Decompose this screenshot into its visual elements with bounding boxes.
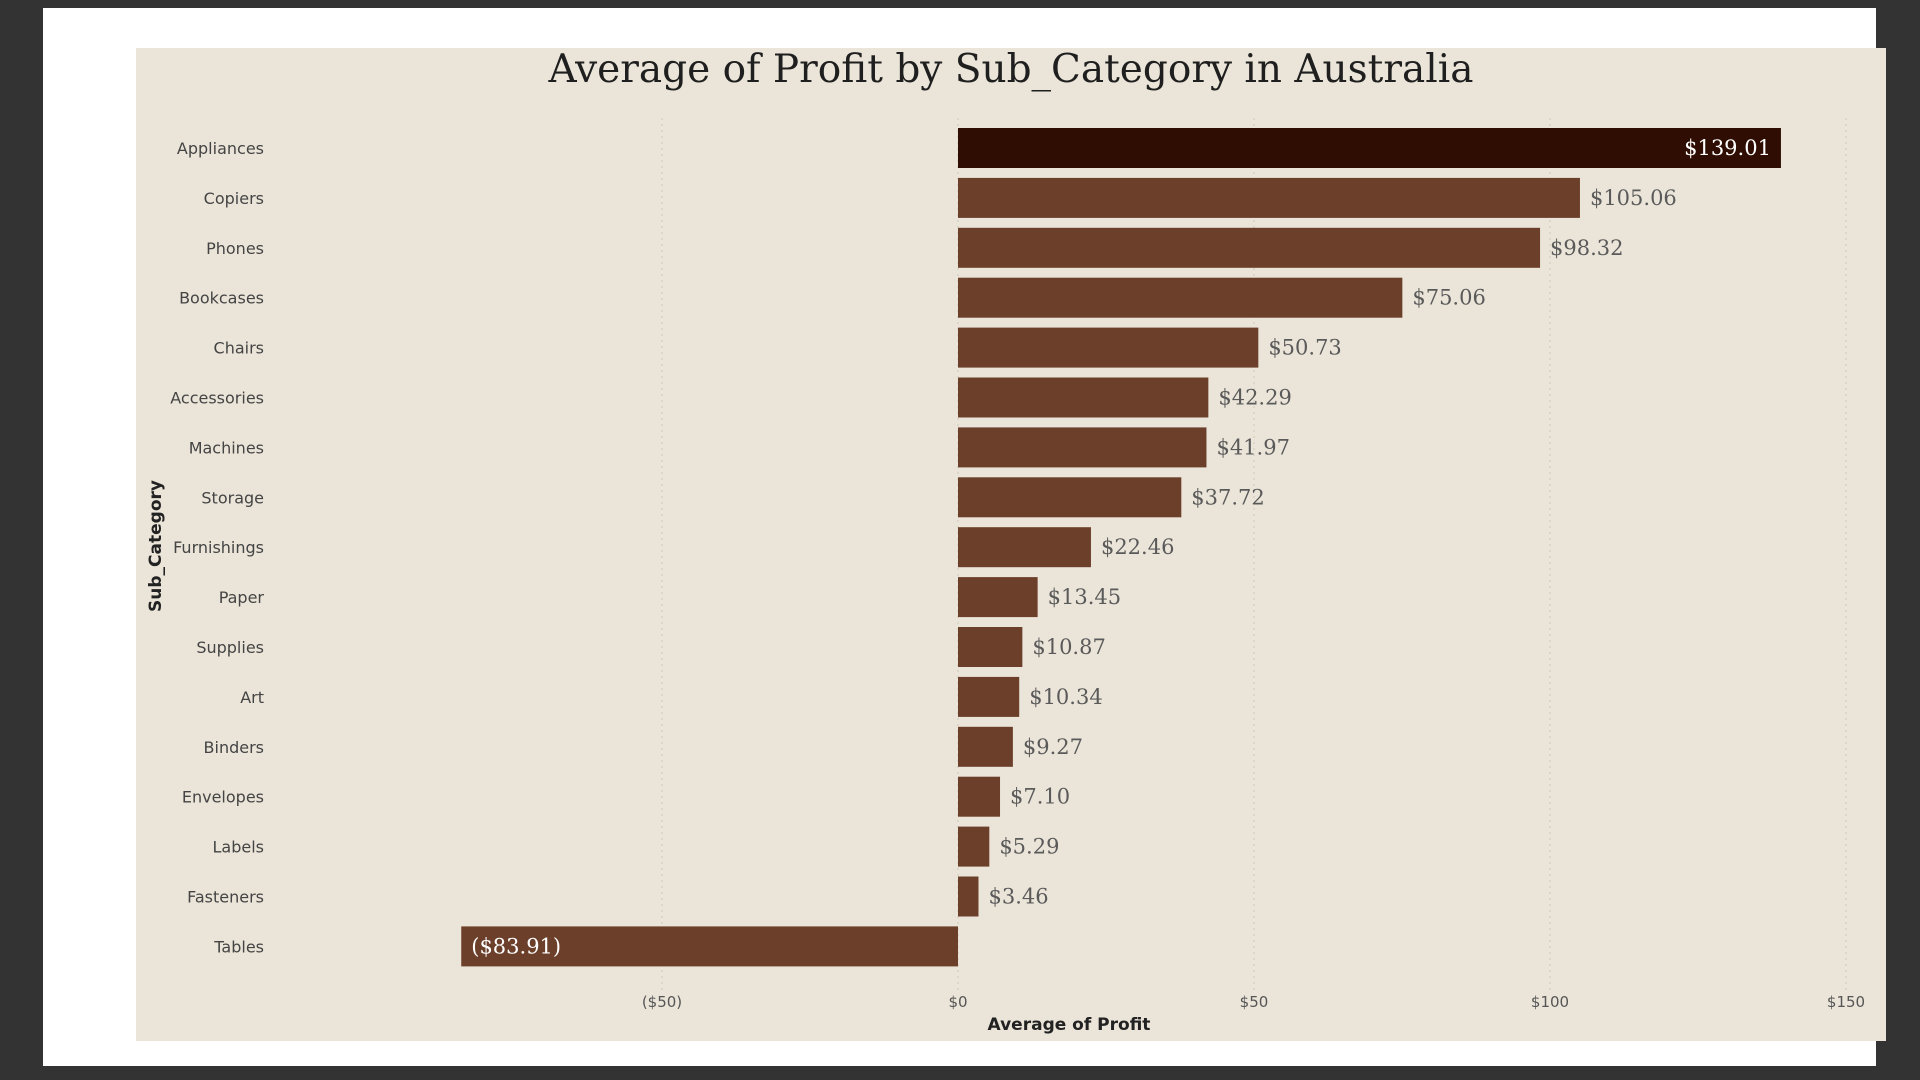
bar [958, 876, 979, 917]
data-label: $75.06 [1412, 286, 1485, 310]
x-tick-label: $150 [1827, 993, 1865, 1011]
data-label: $41.97 [1216, 435, 1289, 459]
category-label: Supplies [196, 638, 264, 657]
data-label: $139.01 [1684, 136, 1771, 160]
category-label: Fasteners [187, 888, 264, 907]
category-label: Copiers [204, 189, 264, 208]
page: Average of Profit by Sub_Category in Aus… [43, 8, 1886, 1066]
bar [958, 277, 1403, 318]
data-label: $7.10 [1010, 785, 1070, 809]
bar [958, 627, 1023, 667]
category-label: Chairs [214, 339, 264, 358]
category-label: Bookcases [179, 289, 264, 308]
data-label: $9.27 [1023, 735, 1083, 759]
data-label: $42.29 [1218, 386, 1291, 410]
x-tick-label: ($50) [642, 993, 682, 1011]
data-label: $105.06 [1590, 186, 1677, 210]
bar [958, 726, 1013, 767]
bar [958, 327, 1259, 368]
data-label: $37.72 [1191, 485, 1264, 509]
category-label: Appliances [177, 139, 264, 158]
chart-card: Average of Profit by Sub_Category in Aus… [136, 48, 1886, 1041]
bar [958, 477, 1182, 518]
x-tick-label: $0 [948, 993, 967, 1011]
data-label: $5.29 [999, 835, 1059, 859]
category-label: Envelopes [182, 788, 264, 807]
chart-title: Average of Profit by Sub_Category in Aus… [548, 47, 1474, 92]
bar [958, 776, 1001, 817]
category-label: Tables [213, 937, 264, 956]
category-label: Accessories [170, 389, 264, 408]
category-label: Furnishings [173, 538, 264, 557]
category-label: Paper [219, 588, 265, 607]
bar [958, 427, 1207, 468]
data-label: $3.46 [988, 885, 1048, 909]
category-label: Labels [213, 838, 265, 857]
bar [958, 676, 1020, 717]
category-label: Machines [189, 438, 264, 457]
category-label: Art [240, 688, 264, 707]
data-label: $50.73 [1268, 336, 1341, 360]
bar [958, 577, 1038, 618]
category-label: Storage [201, 488, 264, 507]
data-label: $22.46 [1101, 535, 1174, 559]
bar [958, 177, 1580, 218]
data-label: $10.34 [1029, 685, 1102, 709]
y-axis-title: Sub_Category [146, 480, 166, 612]
data-label: $98.32 [1550, 236, 1623, 260]
bar [958, 377, 1209, 418]
bar [958, 826, 990, 867]
bar [958, 227, 1541, 268]
bar-chart: ($50) $0 $50 $100 $150 Average of Profit Sub_C… [146, 118, 1865, 1035]
bar [461, 926, 958, 967]
category-label: Binders [204, 738, 264, 757]
bar [958, 128, 1781, 168]
x-tick-label: $50 [1240, 993, 1269, 1011]
x-tick-label: $100 [1531, 993, 1569, 1011]
data-label: $13.45 [1048, 585, 1121, 609]
data-label: $10.87 [1032, 635, 1105, 659]
data-label: ($83.91) [471, 934, 561, 958]
bar [958, 527, 1091, 568]
category-label: Phones [206, 239, 264, 258]
x-axis-title: Average of Profit [988, 1015, 1151, 1035]
